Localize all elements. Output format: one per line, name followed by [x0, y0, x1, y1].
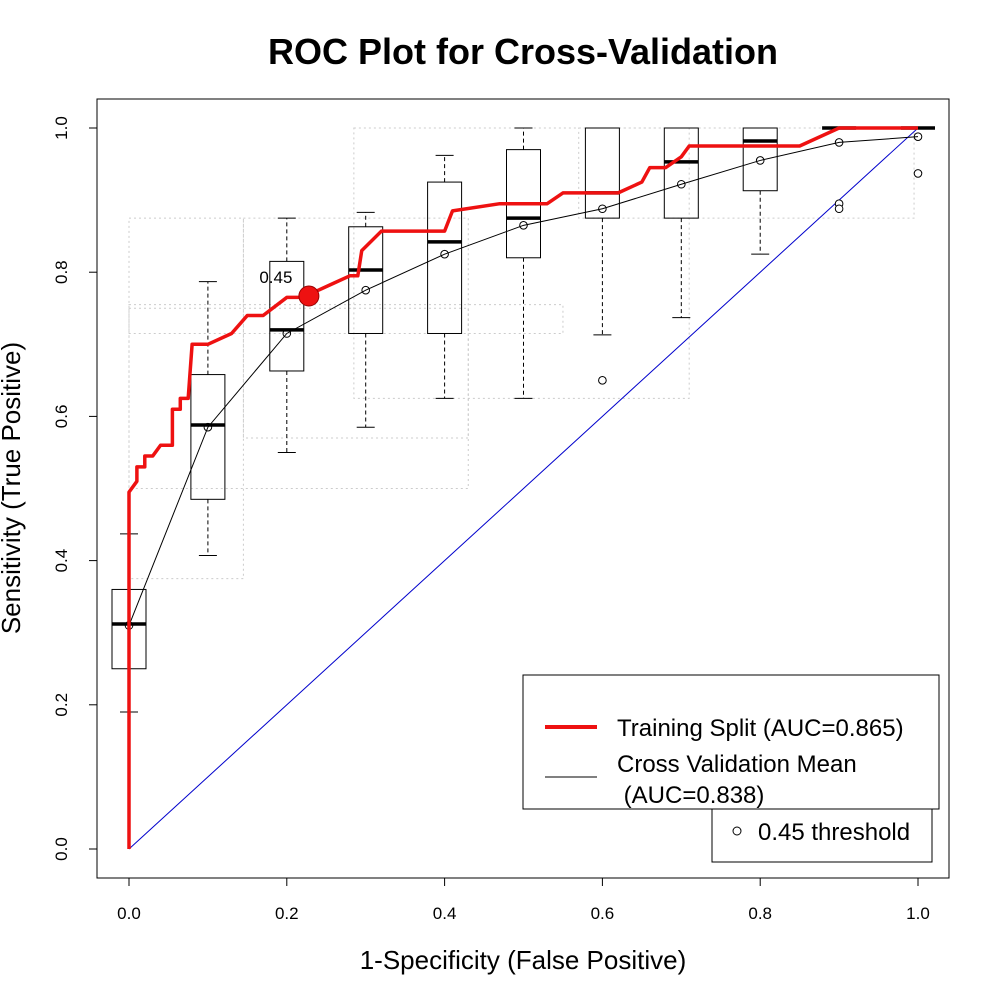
- cv-mean-point: [203, 422, 213, 432]
- threshold-marker: 0.45: [259, 268, 320, 307]
- boxplot-box: [742, 127, 778, 192]
- threshold-range-box: [128, 304, 564, 334]
- y-tick-label: 0.0: [52, 837, 71, 861]
- y-axis: 0.0 0.2 0.4 0.6 0.8 1.0: [52, 116, 98, 861]
- legend: Training Split (AUC=0.865) Cross Validat…: [522, 674, 940, 863]
- cv-mean-line: [128, 136, 919, 626]
- cv-mean-point: [440, 249, 449, 259]
- y-tick-label: 0.8: [52, 260, 71, 284]
- threshold-range-boxes: [128, 127, 915, 580]
- legend-label-training: Training Split (AUC=0.865): [617, 715, 904, 742]
- x-axis-title: 1-Specificity (False Positive): [360, 945, 687, 975]
- boxplot: [506, 127, 541, 399]
- y-tick-label: 0.2: [52, 693, 71, 717]
- cv-mean-point: [598, 204, 607, 214]
- boxplot: [822, 126, 857, 214]
- cv-mean-point: [755, 156, 765, 165]
- x-tick-label: 0.8: [748, 904, 772, 923]
- cv-boxplots: [111, 126, 935, 713]
- boxplot: [742, 127, 778, 255]
- y-tick-label: 0.6: [52, 405, 71, 429]
- diagonal-reference: [128, 127, 919, 850]
- legend-label-cv-mean-line2: (AUC=0.838): [617, 782, 764, 809]
- threshold-point: [298, 285, 320, 307]
- y-axis-title: Sensitivity (True Positive): [0, 342, 26, 634]
- boxplot: [427, 154, 463, 399]
- boxplot-outlier: [913, 169, 923, 178]
- boxplot-outlier: [598, 376, 607, 385]
- boxplot-box: [190, 374, 226, 500]
- boxplot: [584, 127, 620, 385]
- legend-label-cv-mean: Cross Validation Mean: [617, 751, 857, 778]
- x-tick-label: 0.2: [275, 904, 299, 923]
- boxplot: [190, 281, 226, 557]
- cv-mean-point: [282, 329, 292, 338]
- boxplot-box: [663, 127, 699, 219]
- x-tick-label: 0.0: [117, 904, 141, 923]
- x-axis: 0.0 0.2 0.4 0.6 0.8 1.0: [117, 877, 930, 923]
- boxplot: [901, 126, 935, 178]
- boxplot: [663, 127, 699, 319]
- boxplot: [348, 211, 384, 428]
- cv-mean-point: [519, 221, 528, 230]
- cv-mean-series: [124, 132, 923, 630]
- cv-mean-point: [834, 138, 844, 147]
- y-tick-label: 0.4: [52, 549, 71, 573]
- diagonal-line: [128, 127, 919, 850]
- boxplot: [269, 217, 305, 453]
- cv-mean-point: [361, 285, 371, 295]
- legend-threshold-box: [711, 808, 933, 863]
- x-tick-label: 0.4: [433, 904, 457, 923]
- threshold-range-box: [353, 127, 690, 399]
- threshold-range-box: [242, 217, 469, 439]
- chart-title: ROC Plot for Cross-Validation: [268, 31, 778, 72]
- legend-box: [522, 674, 940, 810]
- cv-mean-point: [677, 179, 686, 189]
- legend-key-threshold: [732, 826, 742, 836]
- boxplot-outlier: [834, 204, 844, 214]
- y-tick-label: 1.0: [52, 116, 71, 140]
- threshold-label: 0.45: [259, 268, 292, 287]
- cv-mean-point: [913, 132, 923, 141]
- x-tick-label: 1.0: [906, 904, 930, 923]
- legend-label-threshold: 0.45 threshold: [758, 819, 910, 846]
- x-tick-label: 0.6: [591, 904, 615, 923]
